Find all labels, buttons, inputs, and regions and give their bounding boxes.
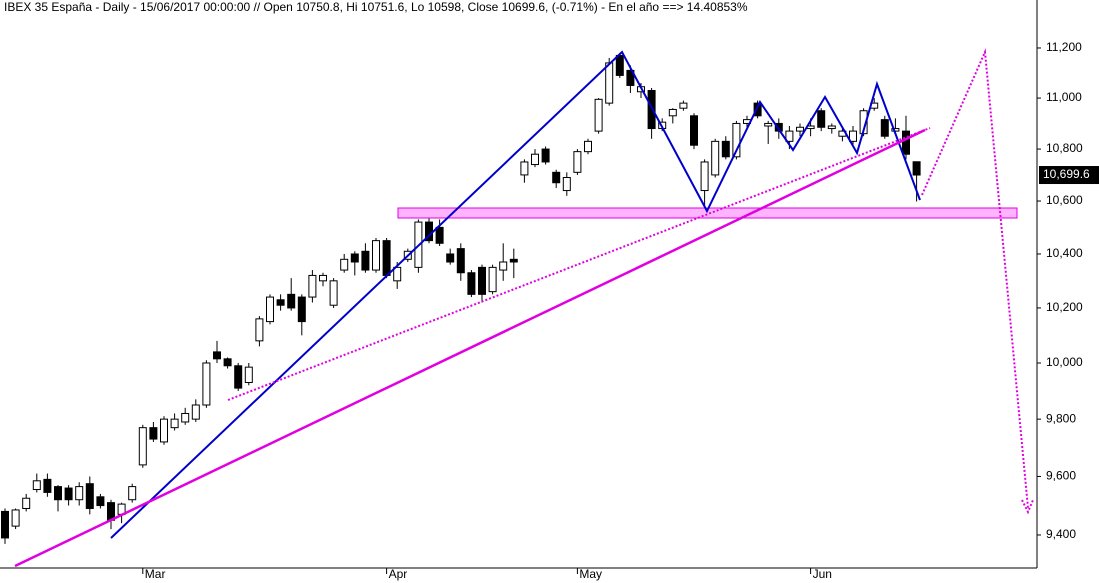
candle-body (446, 253, 455, 263)
candle-body (128, 486, 137, 501)
trend-line (14, 128, 926, 568)
candle-body (499, 261, 508, 271)
candle-body (478, 266, 486, 295)
candle-body (647, 89, 656, 130)
candle-body (690, 115, 698, 146)
candle-body (700, 161, 709, 192)
candle-body (160, 418, 168, 443)
candle-body (721, 140, 730, 158)
candle-body (96, 496, 105, 507)
candle-body (244, 366, 253, 384)
candle-body (626, 69, 635, 86)
x-tick-label: Jun (813, 567, 832, 581)
last-price-label: 10,699.6 (1043, 167, 1090, 181)
candle-body (732, 122, 741, 158)
chart-title: IBEX 35 España - Daily - 15/06/2017 00:0… (4, 0, 748, 14)
candle-body (467, 272, 476, 295)
projection-line (921, 48, 1029, 509)
candle-body (880, 119, 889, 137)
candle-body (849, 130, 857, 142)
y-tick-label: 10,800 (1046, 141, 1083, 155)
x-tick-label: Apr (389, 567, 408, 581)
candle-body (191, 404, 200, 420)
candle-body (276, 299, 285, 306)
candle-body (213, 351, 221, 360)
candle-body (297, 296, 306, 323)
candle-body (32, 480, 41, 491)
x-tick-label: May (579, 567, 602, 581)
candle-body (138, 427, 147, 466)
trend-zigzag (110, 50, 921, 539)
candle-body (605, 62, 614, 104)
candle-body (85, 483, 94, 509)
candle-body (785, 130, 794, 142)
candle-body (456, 248, 465, 274)
candle-body (340, 258, 349, 271)
candle-body (223, 358, 232, 367)
candle-body (319, 274, 327, 282)
candle-body (22, 497, 31, 509)
candle-body (912, 161, 921, 176)
candle-body (615, 54, 624, 76)
candle-body (902, 130, 910, 155)
y-tick-label: 10,200 (1046, 300, 1083, 314)
x-tick-label: Mar (145, 567, 166, 581)
candle-body (796, 126, 804, 132)
y-tick-label: 11,000 (1046, 90, 1082, 104)
candle-body (827, 125, 836, 130)
candle-body (75, 486, 84, 501)
candle-body (181, 412, 190, 423)
y-tick-label: 9,800 (1046, 411, 1076, 425)
candle-body (562, 177, 571, 192)
candle-body (287, 293, 296, 309)
candle-body (711, 140, 720, 176)
candle-body (679, 102, 688, 109)
candle-body (43, 478, 52, 493)
y-tick-label: 9,400 (1046, 527, 1076, 541)
candle-body (817, 110, 826, 128)
candle-body (255, 318, 264, 342)
candle-body (520, 161, 529, 176)
candle-body (531, 153, 539, 166)
y-tick-label: 10,000 (1046, 355, 1083, 369)
candle-body (541, 148, 550, 163)
y-tick-label: 10,400 (1046, 246, 1083, 260)
candle-body (350, 253, 359, 263)
trend-line-dotted (227, 127, 931, 401)
candle-body (573, 151, 582, 173)
candle-body (509, 258, 518, 263)
candle-body (764, 122, 773, 127)
candle-body (1, 510, 9, 539)
y-tick-label: 10,600 (1046, 193, 1083, 207)
candle-body (170, 418, 179, 429)
candle-body (382, 240, 391, 276)
candle-body (308, 274, 317, 298)
candle-body (54, 486, 62, 501)
candle-body (372, 240, 380, 271)
candle-body (594, 98, 603, 132)
y-tick-label: 11,200 (1046, 40, 1082, 54)
projection-arrow (1021, 499, 1034, 515)
candle-body (584, 140, 592, 153)
candle-body (11, 509, 20, 527)
y-tick-label: 9,600 (1046, 469, 1076, 483)
candle-body (361, 250, 370, 271)
candle-body (234, 365, 243, 389)
candle-body (435, 226, 444, 244)
candle-body (149, 427, 158, 440)
last-price-box (1039, 166, 1099, 185)
candle-body (552, 171, 561, 184)
candle-body (393, 266, 402, 282)
candle-body (64, 487, 73, 501)
candle-body (753, 102, 762, 117)
candle-body (266, 296, 274, 323)
annotations (14, 48, 1034, 568)
candle-body (488, 266, 497, 293)
candle-body (668, 108, 677, 117)
candle-body (329, 280, 338, 306)
plot-area (1, 52, 921, 544)
candle-body (202, 362, 211, 406)
